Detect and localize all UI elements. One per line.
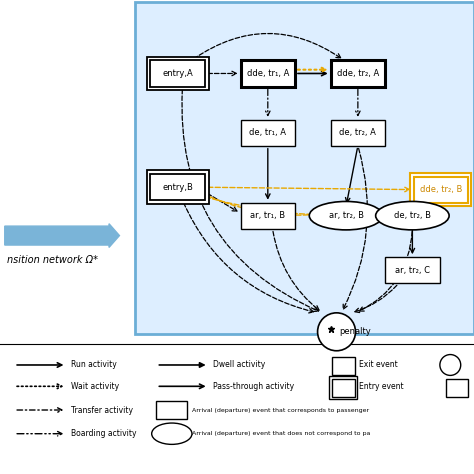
Text: Dwell activity: Dwell activity — [213, 361, 265, 369]
FancyBboxPatch shape — [446, 379, 468, 397]
FancyBboxPatch shape — [135, 2, 474, 334]
FancyBboxPatch shape — [413, 177, 468, 203]
Text: Wait activity: Wait activity — [71, 382, 119, 391]
FancyArrowPatch shape — [182, 89, 319, 311]
FancyArrowPatch shape — [359, 231, 412, 311]
Text: Pass-through activity: Pass-through activity — [213, 382, 294, 391]
FancyArrowPatch shape — [183, 203, 313, 313]
FancyArrowPatch shape — [343, 148, 367, 309]
FancyArrowPatch shape — [346, 148, 357, 202]
FancyArrowPatch shape — [17, 384, 62, 389]
Circle shape — [440, 355, 461, 375]
FancyArrowPatch shape — [17, 431, 62, 436]
Text: dde, tr₁, A: dde, tr₁, A — [246, 69, 289, 78]
FancyArrowPatch shape — [273, 231, 319, 310]
Text: ar, tr₁, B: ar, tr₁, B — [250, 211, 285, 220]
FancyBboxPatch shape — [156, 401, 187, 419]
FancyArrowPatch shape — [298, 71, 326, 76]
Ellipse shape — [375, 201, 449, 230]
Text: entry,B: entry,B — [162, 183, 193, 191]
FancyBboxPatch shape — [151, 61, 205, 87]
FancyArrowPatch shape — [208, 193, 237, 211]
FancyBboxPatch shape — [332, 379, 355, 397]
Ellipse shape — [309, 201, 383, 230]
Text: de, tr₁, A: de, tr₁, A — [249, 128, 286, 137]
Text: ar, tr₂, B: ar, tr₂, B — [328, 211, 364, 220]
Text: de, tr₂, B: de, tr₂, B — [394, 211, 431, 220]
FancyArrowPatch shape — [356, 89, 360, 116]
Text: penalty: penalty — [339, 328, 371, 336]
Text: Arrival (departure) event that corresponds to passenger: Arrival (departure) event that correspon… — [192, 408, 369, 412]
FancyBboxPatch shape — [147, 57, 209, 91]
FancyArrowPatch shape — [298, 68, 326, 72]
FancyBboxPatch shape — [331, 120, 385, 146]
FancyBboxPatch shape — [329, 376, 357, 399]
FancyArrowPatch shape — [208, 187, 409, 191]
FancyBboxPatch shape — [151, 174, 205, 200]
Ellipse shape — [152, 423, 192, 445]
FancyArrowPatch shape — [191, 193, 375, 216]
Circle shape — [318, 313, 356, 351]
Text: Entry event: Entry event — [359, 382, 403, 391]
FancyBboxPatch shape — [385, 257, 439, 283]
FancyArrowPatch shape — [422, 202, 438, 207]
Text: de, tr₂, A: de, tr₂, A — [339, 128, 376, 137]
FancyArrowPatch shape — [265, 148, 270, 198]
FancyBboxPatch shape — [410, 173, 471, 206]
FancyBboxPatch shape — [240, 202, 295, 228]
FancyArrowPatch shape — [355, 285, 397, 312]
FancyArrowPatch shape — [159, 363, 204, 367]
Text: ar, tr₂, C: ar, tr₂, C — [395, 266, 430, 274]
FancyArrowPatch shape — [208, 71, 237, 76]
Text: dde, tr₂, A: dde, tr₂, A — [337, 69, 379, 78]
Text: Boarding activity: Boarding activity — [71, 429, 137, 438]
Text: Run activity: Run activity — [71, 361, 117, 369]
FancyBboxPatch shape — [147, 170, 209, 204]
Text: entry,A: entry,A — [163, 69, 193, 78]
Text: Transfer activity: Transfer activity — [71, 406, 133, 414]
Text: nsition network Ω*: nsition network Ω* — [7, 255, 98, 264]
FancyArrowPatch shape — [159, 384, 204, 389]
FancyArrowPatch shape — [17, 408, 62, 412]
FancyArrow shape — [5, 224, 119, 247]
FancyBboxPatch shape — [240, 61, 295, 87]
Text: Arrival (departure) event that does ​not correspond to pa: Arrival (departure) event that does ​not… — [192, 431, 370, 436]
Text: Exit event: Exit event — [359, 361, 398, 369]
FancyArrowPatch shape — [194, 34, 341, 59]
FancyBboxPatch shape — [332, 357, 355, 375]
FancyArrowPatch shape — [410, 229, 415, 253]
FancyArrowPatch shape — [197, 191, 325, 217]
FancyBboxPatch shape — [240, 120, 295, 146]
FancyArrowPatch shape — [265, 89, 270, 116]
FancyBboxPatch shape — [331, 61, 385, 87]
FancyArrowPatch shape — [17, 363, 62, 367]
Text: dde, tr₂, B: dde, tr₂, B — [419, 185, 462, 194]
FancyArrowPatch shape — [366, 217, 393, 222]
